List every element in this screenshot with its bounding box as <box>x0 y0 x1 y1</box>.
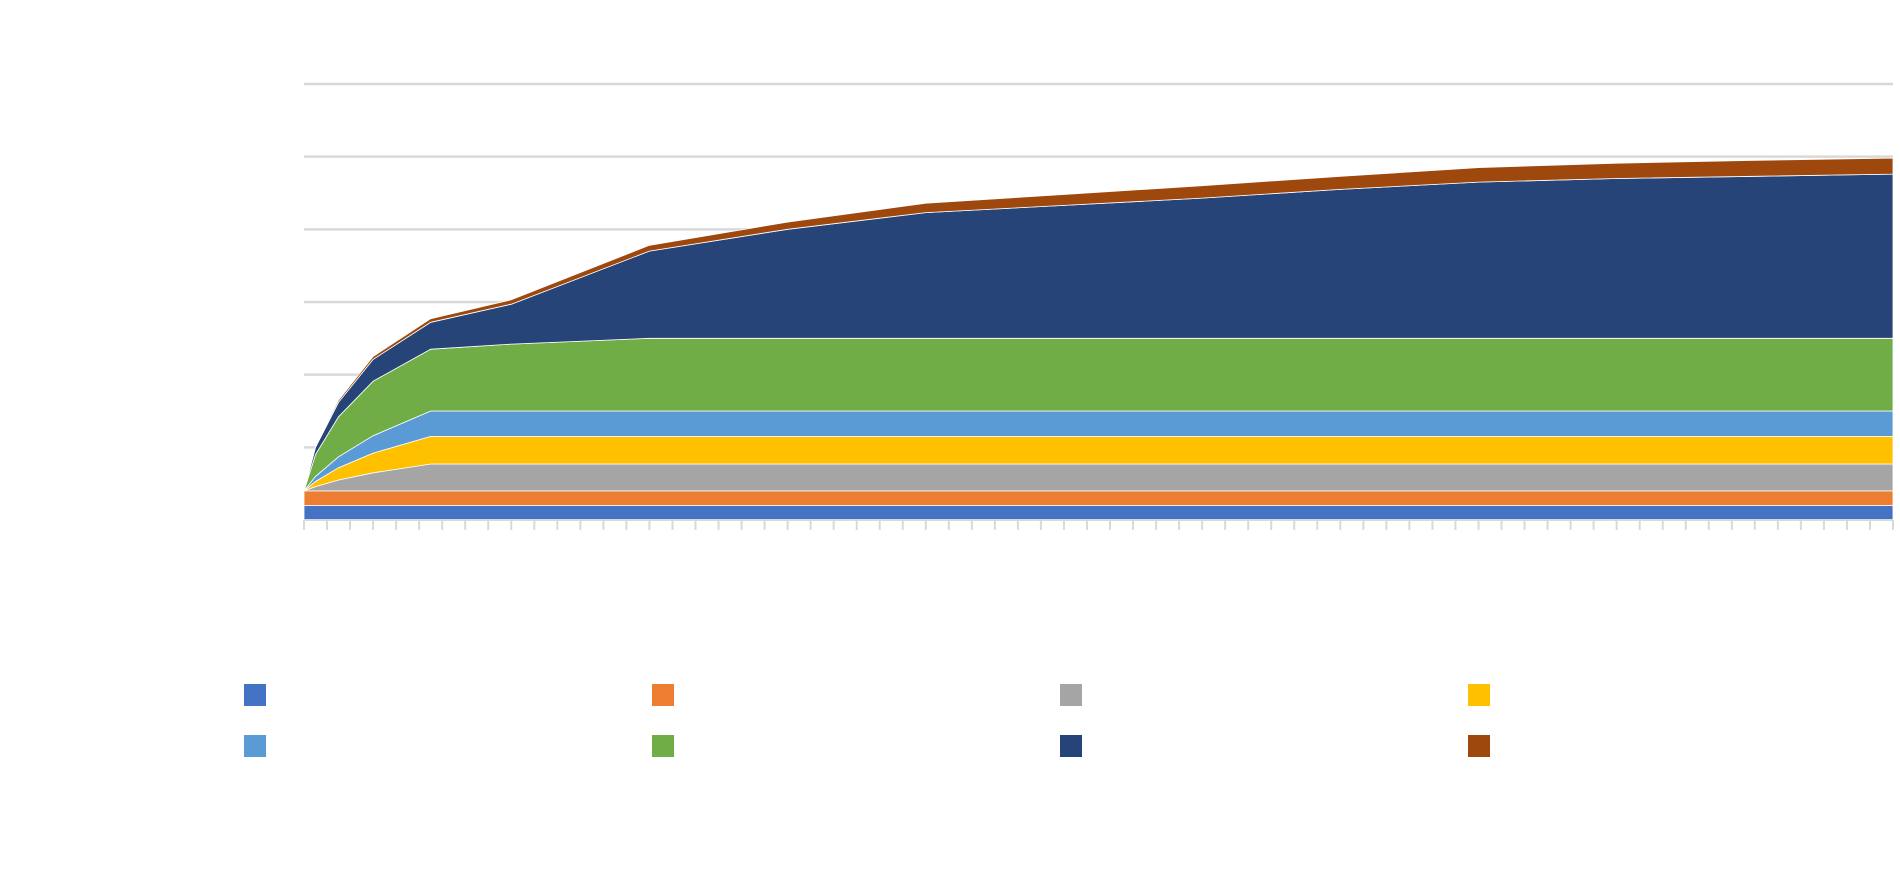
area-series-2 <box>303 490 1894 506</box>
area-series-8 <box>303 157 1894 492</box>
area-series-3 <box>303 463 1894 492</box>
area-series-1 <box>303 505 1894 521</box>
x-axis <box>303 519 1894 530</box>
area-series-layer <box>303 157 1894 521</box>
